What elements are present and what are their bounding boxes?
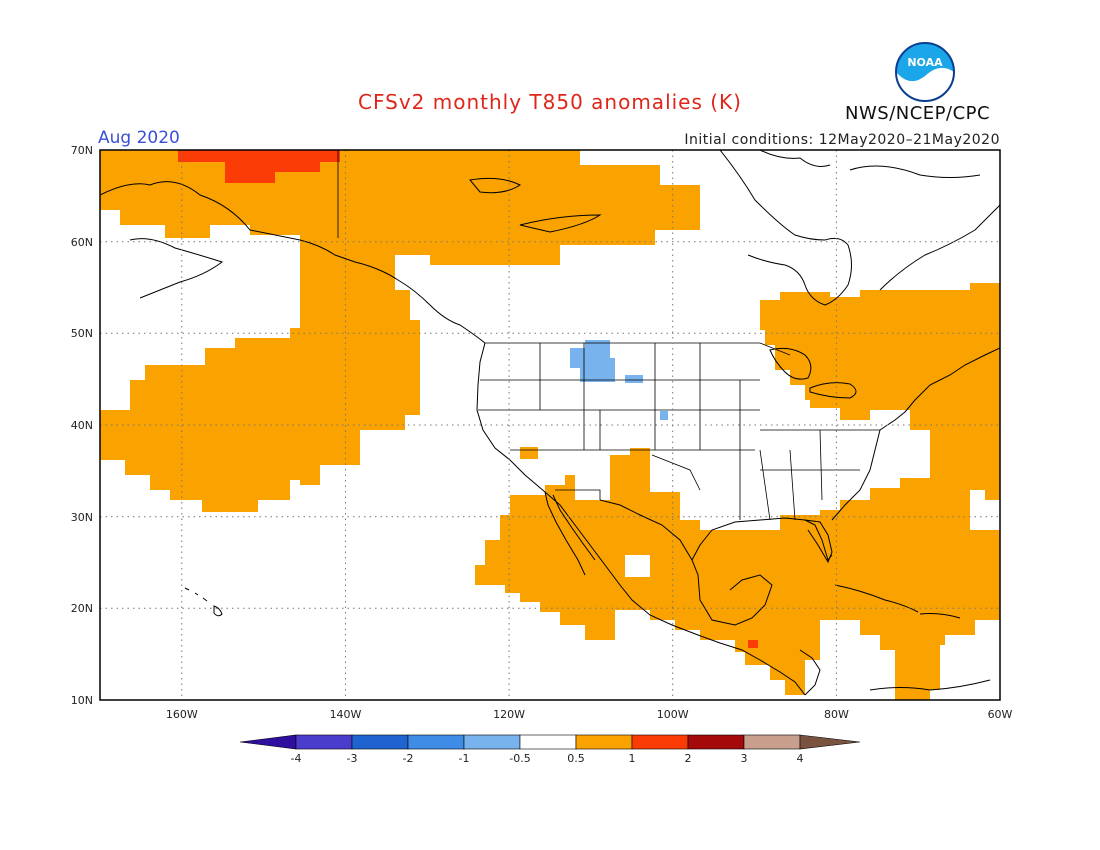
svg-text:NOAA: NOAA [907, 56, 943, 69]
latitude-labels: 70N 60N 50N 40N 30N 20N 10N [71, 144, 93, 707]
initial-conditions: Initial conditions: 12May2020–21May2020 [684, 132, 1000, 148]
longitude-labels: 160W 140W 120W 100W 80W 60W [166, 708, 1013, 721]
map-background [100, 150, 1000, 700]
colorbar-segment [687, 734, 745, 750]
colorbar-segment [463, 734, 521, 750]
colorbar-segment [295, 734, 353, 750]
lon-label: 60W [988, 708, 1013, 721]
colorbar-segment [631, 734, 689, 750]
lat-label: 50N [71, 327, 93, 340]
colorbar-low-arrow [239, 734, 297, 750]
colorbar-tick: -3 [347, 752, 358, 765]
colorbar-segment [743, 734, 801, 750]
colorbar-segment [351, 734, 409, 750]
lon-label: 100W [657, 708, 689, 721]
colorbar-tick: -1 [459, 752, 470, 765]
cool-anomaly-regions [570, 340, 668, 420]
colorbar-tick: -2 [403, 752, 414, 765]
lat-label: 40N [71, 419, 93, 432]
colorbar-tick: -4 [291, 752, 302, 765]
forecast-month: Aug 2020 [98, 128, 180, 148]
coastlines [100, 150, 1000, 696]
noaa-logo-icon: NOAA [895, 42, 955, 102]
colorbar-tick: 4 [797, 752, 804, 765]
colorbar-tick-labels: -4 -3 -2 -1 -0.5 0.5 1 2 3 4 [291, 752, 804, 765]
lat-label: 20N [71, 602, 93, 615]
warm-anomaly-regions [100, 150, 1000, 700]
colorbar-tick: 2 [685, 752, 692, 765]
lat-label: 30N [71, 511, 93, 524]
colorbar-tick: 1 [629, 752, 636, 765]
lon-label: 140W [330, 708, 362, 721]
colorbar-tick: 3 [741, 752, 748, 765]
gridlines [100, 150, 1000, 700]
colorbar-tick: 0.5 [567, 752, 585, 765]
map-frame [99, 149, 1001, 701]
political-borders [337, 150, 880, 521]
chart-title: CFSv2 monthly T850 anomalies (K) [358, 90, 742, 114]
colorbar-segment [407, 734, 465, 750]
colorbar-segment [519, 734, 577, 750]
lon-label: 80W [824, 708, 849, 721]
colorbar [239, 734, 861, 750]
colorbar-tick: -0.5 [509, 752, 530, 765]
lat-label: 10N [71, 694, 93, 707]
colorbar-segment [575, 734, 633, 750]
colorbar-high-arrow [799, 734, 861, 750]
lat-label: 70N [71, 144, 93, 157]
lon-label: 120W [493, 708, 525, 721]
lon-label: 160W [166, 708, 198, 721]
agency-label: NWS/NCEP/CPC [845, 103, 991, 124]
lat-label: 60N [71, 236, 93, 249]
strong-warm-anomaly-regions [178, 150, 758, 648]
